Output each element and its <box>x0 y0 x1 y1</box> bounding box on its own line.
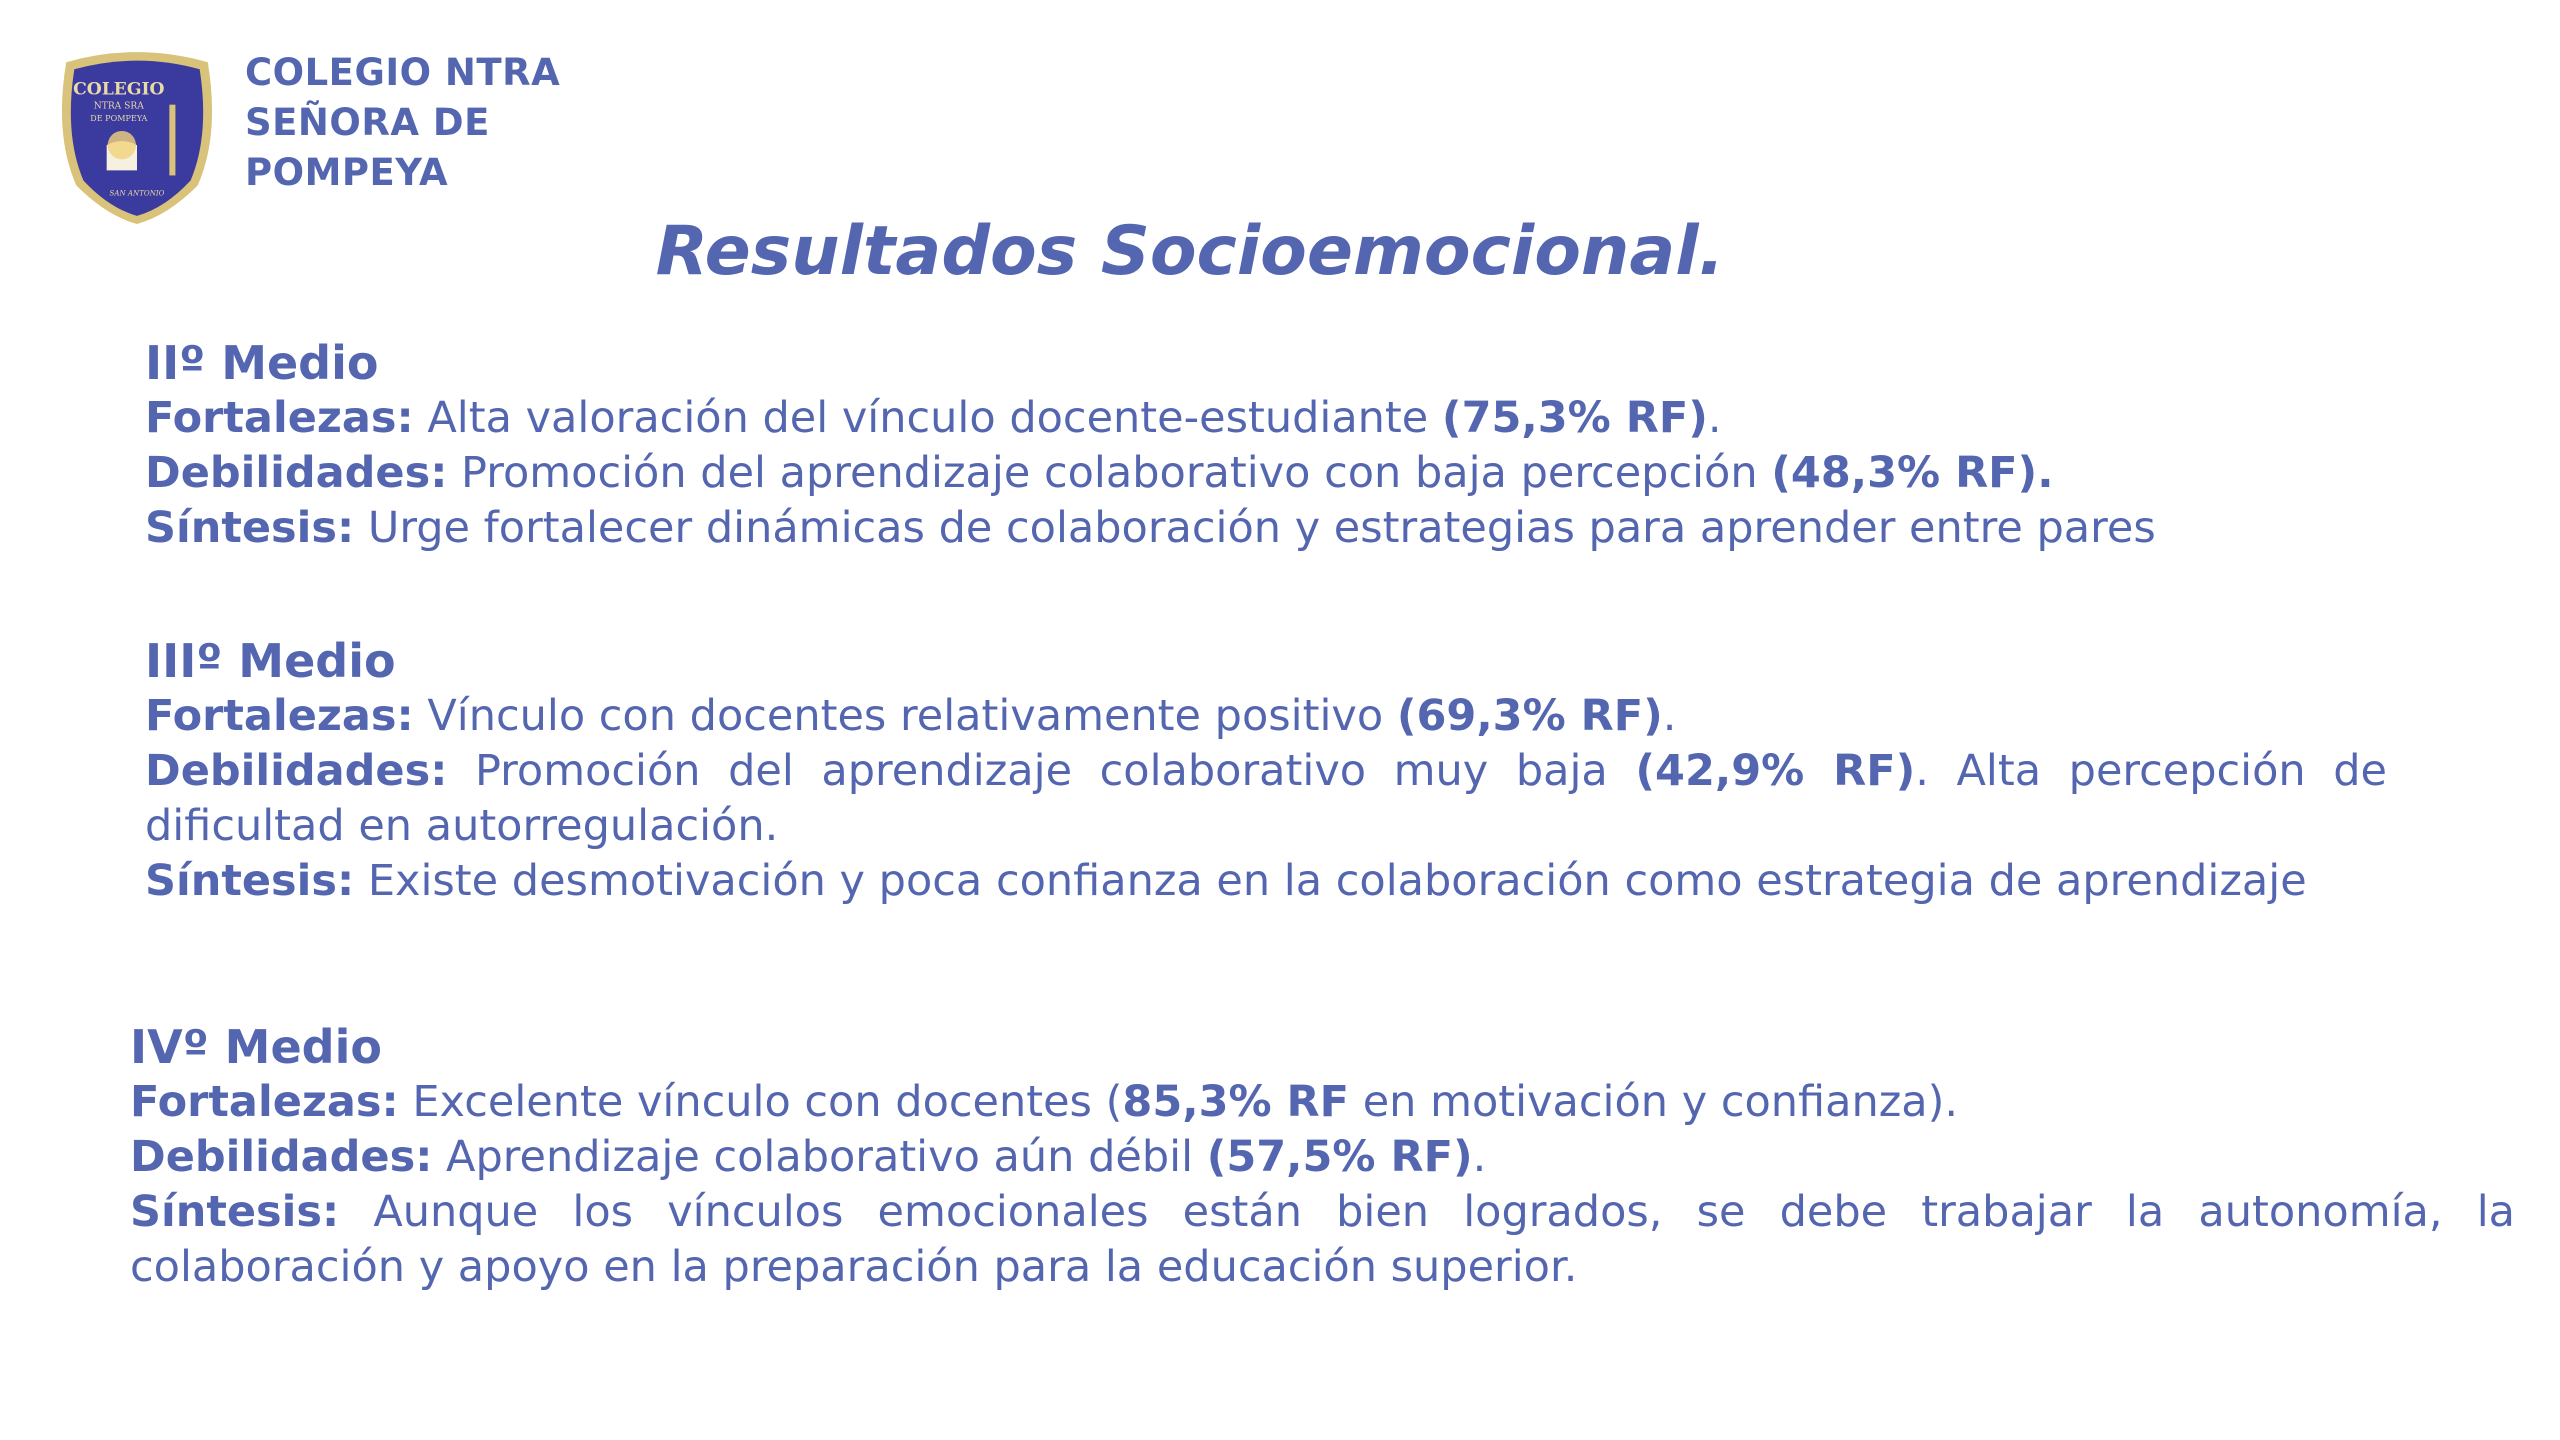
row-text: Vínculo con docentes relativamente posit… <box>413 691 1397 741</box>
section-ii-medio: IIº Medio Fortalezas: Alta valoración del… <box>145 336 2445 556</box>
row-label: Debilidades: <box>130 1132 433 1182</box>
row-label: Fortalezas: <box>130 1077 399 1127</box>
section-heading: IIIº Medio <box>145 634 396 688</box>
section-heading: IIº Medio <box>145 336 379 390</box>
page-title: Resultados Socioemocional. <box>655 212 1725 291</box>
percentage-highlight: 85,3% RF <box>1122 1077 1350 1127</box>
school-name-line: POMPEYA <box>245 151 449 194</box>
row-text: . <box>1707 393 1722 443</box>
row-text: . <box>1472 1132 1487 1182</box>
svg-text:NTRA SRA: NTRA SRA <box>94 102 144 112</box>
row-debilidades: Debilidades: Promoción del aprendizaje c… <box>145 446 2445 501</box>
svg-text:SAN ANTONIO: SAN ANTONIO <box>110 189 165 198</box>
row-sintesis: Síntesis: Existe desmotivación y poca co… <box>145 854 2387 909</box>
row-text: Urge fortalecer dinámicas de colaboració… <box>354 503 2156 553</box>
school-name-line: SEÑORA DE <box>245 101 490 144</box>
row-label: Síntesis: <box>145 856 355 906</box>
percentage-highlight: (48,3% RF). <box>1771 448 2054 498</box>
row-text: Excelente vínculo con docentes ( <box>398 1077 1123 1127</box>
school-name-line: COLEGIO NTRA <box>245 51 561 94</box>
svg-text:COLEGIO: COLEGIO <box>73 80 164 100</box>
row-text: Promoción del aprendizaje colaborativo m… <box>447 746 1636 796</box>
row-debilidades: Debilidades: Aprendizaje colaborativo aú… <box>130 1130 2515 1185</box>
row-text: . Alta percepción de dificultad en autor… <box>145 746 2388 851</box>
row-label: Fortalezas: <box>145 691 414 741</box>
row-text: en motivación y confianza). <box>1349 1077 1959 1127</box>
row-text: Existe desmotivación y poca confianza en… <box>354 856 2307 906</box>
row-fortalezas: Fortalezas: Vínculo con docentes relativ… <box>145 689 2387 744</box>
section-iii-medio: IIIº Medio Fortalezas: Vínculo con docent… <box>145 634 2387 909</box>
percentage-highlight: (69,3% RF) <box>1396 691 1663 741</box>
percentage-highlight: (75,3% RF) <box>1441 393 1708 443</box>
row-debilidades: Debilidades: Promoción del aprendizaje c… <box>145 744 2387 854</box>
percentage-highlight: (57,5% RF) <box>1206 1132 1473 1182</box>
row-text: Promoción del aprendizaje colaborativo c… <box>447 448 1772 498</box>
row-text: Aunque los vínculos emocionales están bi… <box>130 1187 2515 1292</box>
row-text: . <box>1662 691 1677 741</box>
school-name: COLEGIO NTRA SEÑORA DE POMPEYA <box>245 48 560 198</box>
svg-text:DE POMPEYA: DE POMPEYA <box>90 113 147 123</box>
row-label: Síntesis: <box>130 1187 340 1237</box>
section-iv-medio: IVº Medio Fortalezas: Excelente vínculo c… <box>130 1020 2515 1295</box>
row-text: Alta valoración del vínculo docente-estu… <box>413 393 1442 443</box>
row-label: Debilidades: <box>145 448 448 498</box>
row-sintesis: Síntesis: Aunque los vínculos emocionale… <box>130 1185 2515 1295</box>
row-label: Debilidades: <box>145 746 448 796</box>
section-heading: IVº Medio <box>130 1020 382 1074</box>
row-sintesis: Síntesis: Urge fortalecer dinámicas de c… <box>145 501 2445 556</box>
school-crest-logo: COLEGIO NTRA SRA DE POMPEYA SAN ANTONIO <box>61 52 213 224</box>
percentage-highlight: (42,9% RF) <box>1635 746 1916 796</box>
row-label: Síntesis: <box>145 503 355 553</box>
row-fortalezas: Fortalezas: Excelente vínculo con docent… <box>130 1075 2515 1130</box>
row-text: Aprendizaje colaborativo aún débil <box>432 1132 1207 1182</box>
row-fortalezas: Fortalezas: Alta valoración del vínculo … <box>145 391 2445 446</box>
row-label: Fortalezas: <box>145 393 414 443</box>
